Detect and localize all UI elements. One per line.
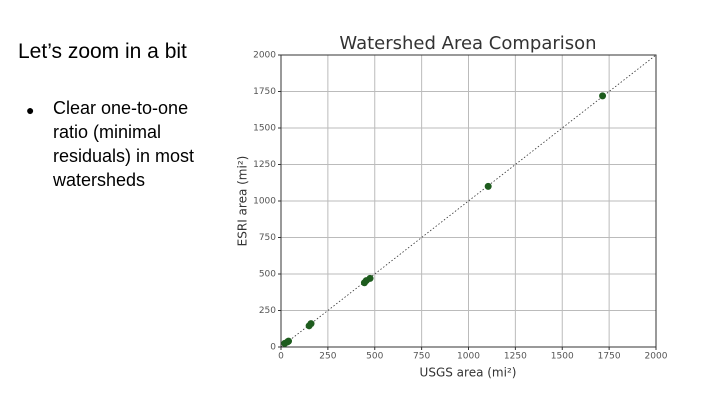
- y-tick-label: 1750: [253, 87, 276, 97]
- y-tick-label: 250: [259, 306, 276, 316]
- y-tick-label: 2000: [253, 51, 276, 61]
- y-tick-label: 500: [259, 270, 276, 280]
- y-axis-label: ESRI area (mi²): [236, 156, 250, 247]
- y-tick-label: 750: [259, 233, 276, 243]
- plot-frame: [280, 54, 657, 348]
- y-tick-label: 1500: [253, 124, 276, 134]
- x-tick-label: 500: [366, 352, 383, 362]
- one-to-one-line: [280, 54, 657, 348]
- x-tick-label: 750: [413, 352, 430, 362]
- data-point: [307, 320, 315, 328]
- data-point: [366, 274, 374, 282]
- y-tick-label: 0: [270, 343, 276, 353]
- data-point: [484, 182, 492, 190]
- data-point: [599, 92, 607, 100]
- y-tick-label: 1000: [253, 197, 276, 207]
- slide-title: Let’s zoom in a bit: [18, 40, 187, 63]
- bullet-marker: ●: [26, 102, 35, 118]
- y-tick-label: 1250: [253, 160, 276, 170]
- x-tick-label: 1250: [504, 352, 527, 362]
- chart-title: Watershed Area Comparison: [339, 33, 596, 54]
- bullet-text: Clear one-to-one ratio (minimal residual…: [53, 98, 195, 190]
- data-point: [285, 337, 292, 345]
- x-tick-label: 0: [278, 352, 284, 362]
- x-tick-label: 1750: [598, 352, 621, 362]
- x-axis-label: USGS area (mi²): [420, 366, 517, 380]
- x-tick-label: 1500: [551, 352, 574, 362]
- x-tick-label: 250: [319, 352, 336, 362]
- x-tick-label: 2000: [645, 352, 668, 362]
- x-tick-label: 1000: [457, 352, 480, 362]
